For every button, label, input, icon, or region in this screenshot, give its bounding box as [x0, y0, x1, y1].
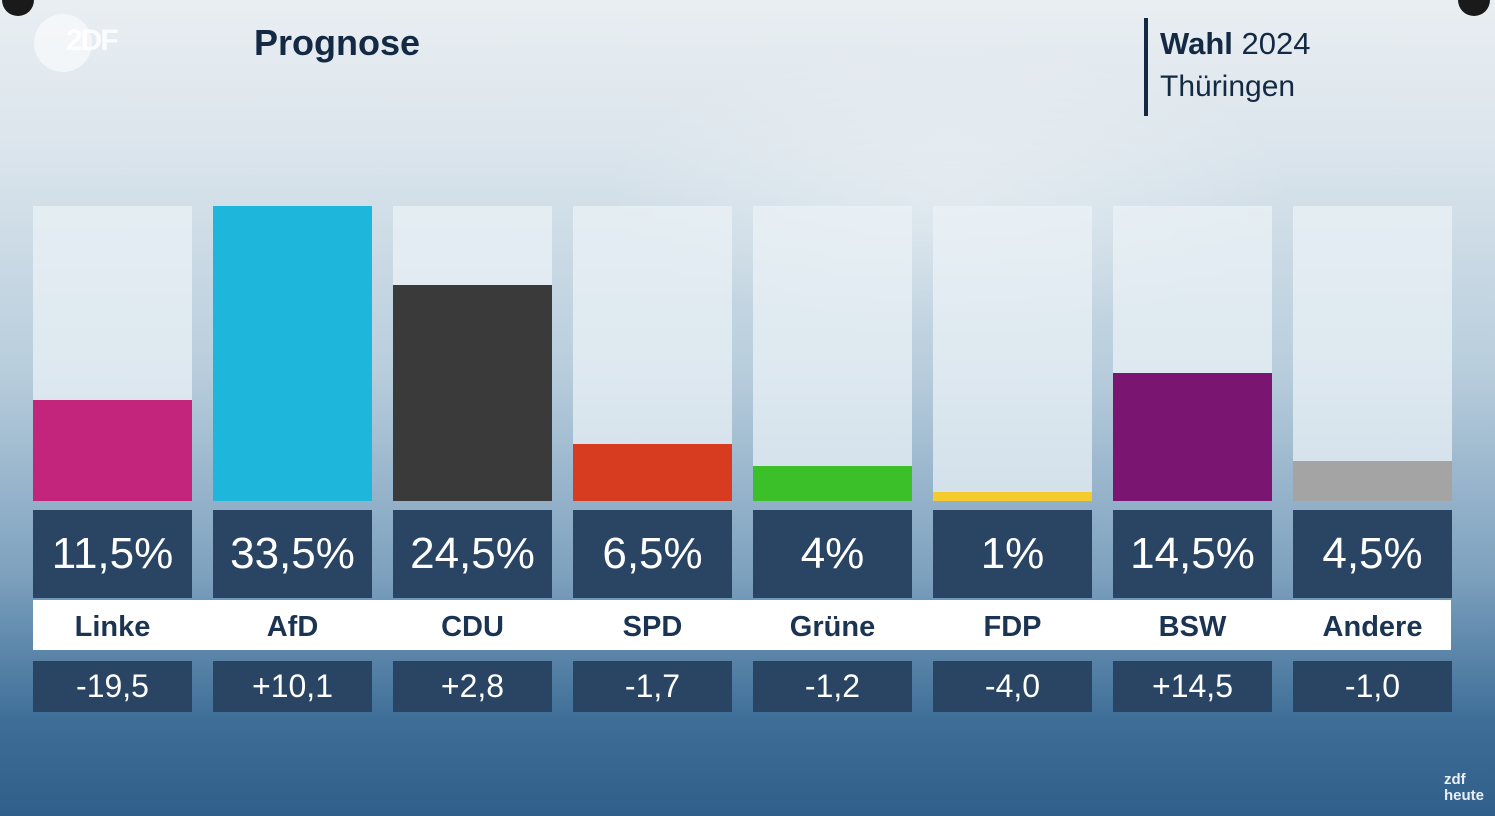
change-label-gruene: -1,2	[753, 661, 912, 712]
value-label-gruene: 4%	[753, 510, 912, 598]
change-label-fdp: -4,0	[933, 661, 1092, 712]
election-label: Wahl 2024	[1160, 26, 1311, 62]
value-label-linke: 11,5%	[33, 510, 192, 598]
bar-spd	[573, 444, 732, 501]
bar-linke	[33, 400, 192, 501]
zdfheute-brand: zdf heute	[1444, 772, 1484, 804]
brand-line-1: zdf	[1444, 771, 1466, 788]
party-label-afd: AfD	[266, 611, 319, 643]
value-label-bsw: 14,5%	[1113, 510, 1272, 598]
party-label-fdp: FDP	[983, 611, 1042, 643]
election-region: Thüringen	[1160, 70, 1296, 103]
corner-dot-right-icon	[1458, 0, 1490, 16]
change-label-cdu: +2,8	[393, 661, 552, 712]
party-label-spd: SPD	[622, 611, 683, 643]
change-label-bsw: +14,5	[1113, 661, 1272, 712]
value-label-fdp: 1%	[933, 510, 1092, 598]
value-label-andere: 4,5%	[1293, 510, 1452, 598]
brand-line-2: heute	[1444, 787, 1485, 804]
bar-gruene	[753, 466, 912, 501]
zdf-logo-text: 2DF	[66, 24, 119, 57]
bar-andere	[1293, 461, 1452, 501]
bar-cdu	[393, 285, 552, 501]
election-year: 2024	[1241, 26, 1311, 61]
bar-track-fdp	[933, 206, 1092, 501]
zdf-logo-icon	[34, 14, 92, 72]
bar-track-andere	[1293, 206, 1452, 501]
party-label-gruene: Grüne	[789, 611, 876, 643]
change-label-andere: -1,0	[1293, 661, 1452, 712]
party-label-andere: Andere	[1322, 611, 1423, 643]
bar-track-gruene	[753, 206, 912, 501]
corner-dot-left-icon	[2, 0, 34, 16]
value-label-cdu: 24,5%	[393, 510, 552, 598]
bar-fdp	[933, 492, 1092, 501]
party-label-bsw: BSW	[1158, 611, 1227, 643]
change-label-afd: +10,1	[213, 661, 372, 712]
party-name-strip	[33, 600, 1451, 650]
bar-bsw	[1113, 373, 1272, 501]
value-label-afd: 33,5%	[213, 510, 372, 598]
change-label-spd: -1,7	[573, 661, 732, 712]
bar-afd	[213, 206, 372, 501]
value-label-spd: 6,5%	[573, 510, 732, 598]
chart-title: Prognose	[254, 22, 421, 63]
party-label-linke: Linke	[74, 611, 151, 643]
party-label-cdu: CDU	[441, 611, 504, 643]
change-label-linke: -19,5	[33, 661, 192, 712]
election-divider	[1144, 18, 1148, 116]
election-word: Wahl	[1160, 26, 1233, 61]
